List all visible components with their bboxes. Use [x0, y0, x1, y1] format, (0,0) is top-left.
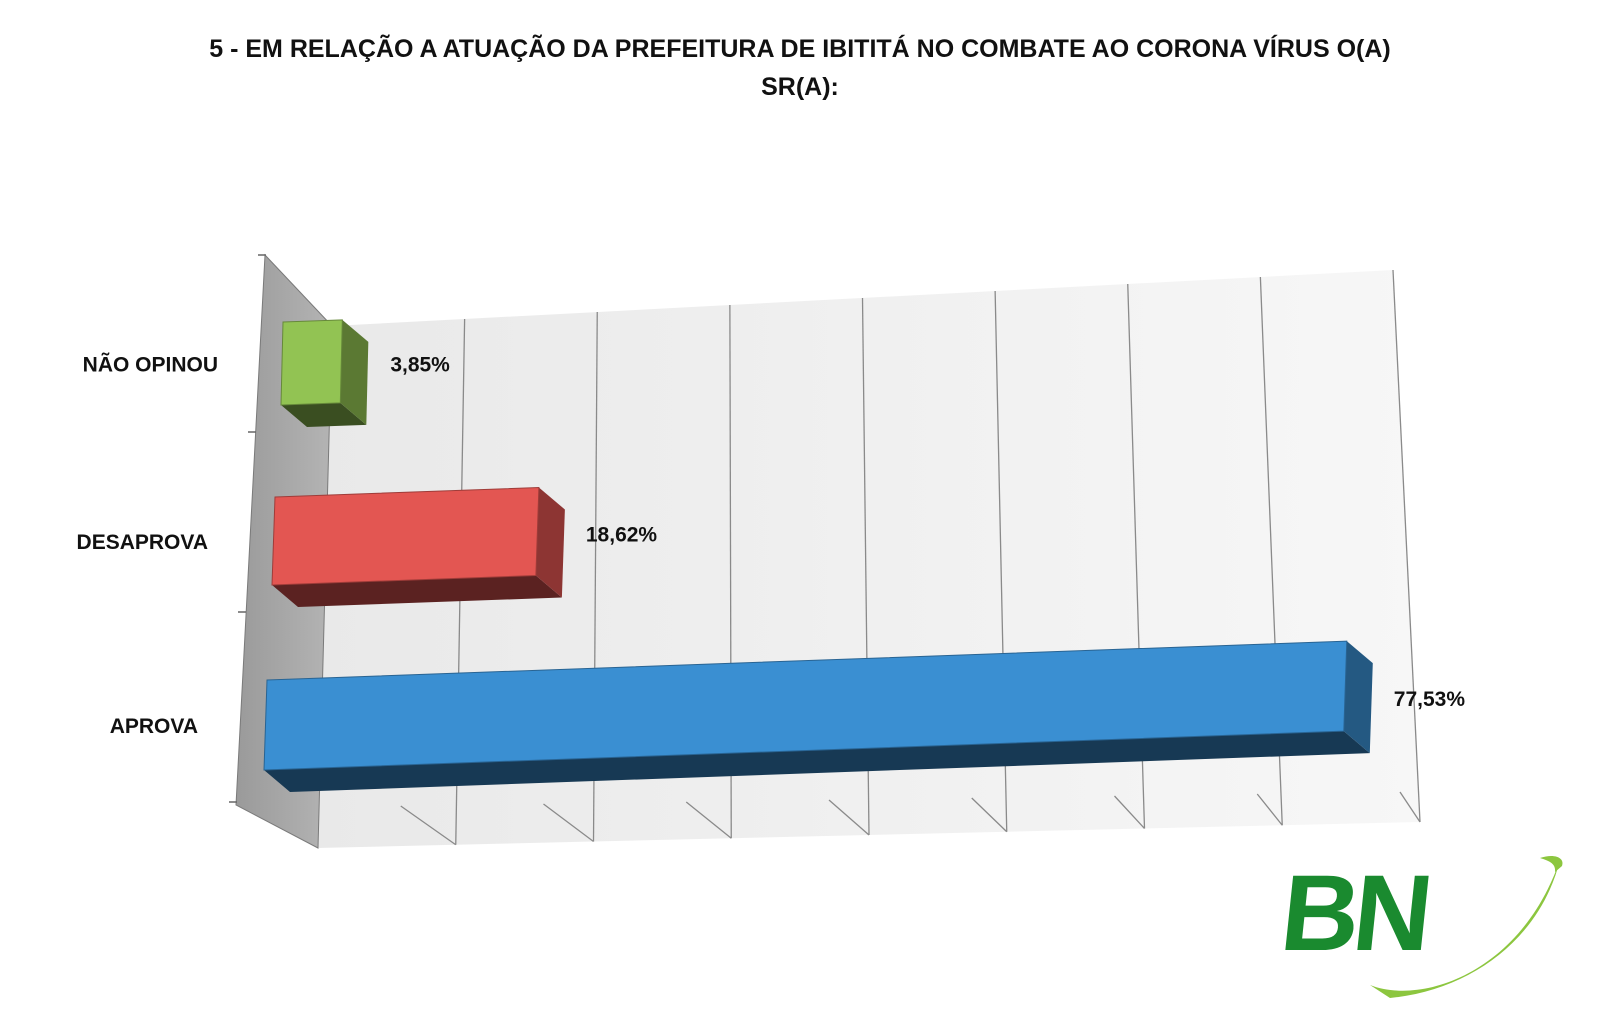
bar-1-bottom	[272, 575, 562, 607]
floor-gridline	[400, 805, 457, 846]
floor-gridline	[543, 803, 594, 843]
chart-title-line-2: SR(A):	[761, 73, 839, 101]
floor-gridline	[1399, 791, 1421, 823]
bar-2-bottom	[264, 731, 1370, 792]
bar-2-front	[263, 640, 1348, 771]
bn-logo: BN	[1276, 852, 1563, 998]
floor-gridline	[828, 799, 870, 836]
value-label: 18,62%	[586, 524, 658, 547]
floor-gridline	[1114, 795, 1145, 829]
bar-2-side	[1343, 641, 1373, 754]
floor-gridline	[685, 801, 732, 839]
logo-text: BN	[1276, 852, 1433, 973]
category-label: APROVA	[110, 715, 198, 738]
chart-title: 5 - EM RELAÇÃO A ATUAÇÃO DA PREFEITURA D…	[150, 30, 1450, 106]
category-label: DESAPROVA	[77, 531, 208, 554]
axis-ticks	[229, 254, 266, 803]
bar-1-front	[271, 486, 540, 586]
labels: NÃO OPINOU 3,85% DESAPROVA 18,62% APROVA 77,5…	[77, 353, 1466, 738]
value-label: 77,53%	[1394, 688, 1466, 711]
gridline	[1392, 269, 1421, 823]
bars	[263, 319, 1373, 792]
logo-swoosh-tail	[1540, 855, 1563, 872]
bar-0-bottom	[281, 402, 367, 427]
floor-gridline	[971, 797, 1008, 833]
bar-0-front	[280, 319, 343, 406]
value-label: 3,85%	[390, 353, 450, 376]
category-label: NÃO OPINOU	[83, 354, 218, 377]
bar-1-side	[535, 487, 565, 598]
chart-title-line-1: 5 - EM RELAÇÃO A ATUAÇÃO DA PREFEITURA D…	[209, 35, 1391, 63]
bar-0-side	[340, 319, 369, 425]
floor-gridline	[1256, 793, 1283, 826]
